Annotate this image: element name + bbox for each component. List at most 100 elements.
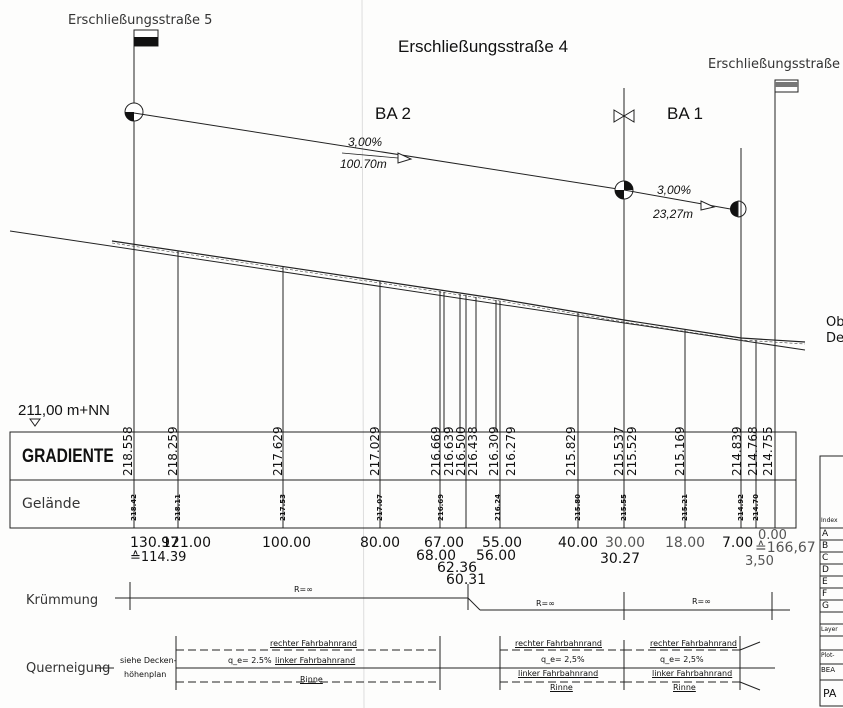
arrow-ba2 <box>397 152 413 164</box>
gradiente-value: 215.829 <box>564 426 578 476</box>
slope-1-length: 100.70m <box>340 157 387 171</box>
station-68: 68.00 <box>416 548 457 564</box>
gradiente-value: 215.529 <box>625 426 639 476</box>
right-edge-label-2: rechter Fahrbahnrand <box>515 639 602 648</box>
plot-label: Plot- <box>821 652 835 659</box>
radius-2: R=∞ <box>536 599 555 608</box>
ordinate-lines <box>177 251 757 432</box>
gradiente-value: 214.755 <box>761 426 775 476</box>
right-edge-label-1: rechter Fahrbahnrand <box>270 639 357 648</box>
radius-1: R=∞ <box>294 585 313 594</box>
gradiente-value: 214.768 <box>746 426 760 476</box>
gelaende-value: 214.92 <box>737 493 745 521</box>
fold-line <box>361 0 365 708</box>
left-edge-label-2: linker Fahrbahnrand <box>518 669 599 678</box>
querneigung-lines <box>96 636 775 691</box>
pa-label: PA <box>823 687 837 700</box>
gelaende-value: 217.53 <box>279 493 287 521</box>
index-label: Index <box>821 517 838 524</box>
gelaende-value: 215.55 <box>620 493 628 521</box>
station-121: 121.00 <box>162 535 211 551</box>
design-line-ba2 <box>133 112 625 191</box>
index-row: D <box>822 565 829 575</box>
station-60: 60.31 <box>446 572 487 588</box>
main-title: Erschließungsstraße 4 <box>398 37 569 56</box>
gradiente-label: GRADIENTE <box>22 446 114 467</box>
datum-marker <box>29 418 41 427</box>
station-40: 40.00 <box>558 535 599 551</box>
q-label-2: q_e= 2,5% <box>541 655 585 664</box>
gelaende-value: 218.11 <box>174 493 182 521</box>
gutter-label-2: Rinne <box>550 683 573 692</box>
station-3-50: 3,50 <box>745 554 774 569</box>
title-block <box>819 455 843 707</box>
gelaende-value: 217.07 <box>376 493 384 521</box>
index-row: C <box>822 553 829 563</box>
gradiente-value: 216.669 <box>429 426 443 476</box>
gradiente-value: 215.169 <box>673 426 687 476</box>
radius-3: R=∞ <box>692 597 711 606</box>
index-row: G <box>822 601 829 611</box>
querneigung-note2: höhenplan <box>124 670 167 679</box>
layer-label: Layer <box>821 626 838 633</box>
gelaende-value: 218.42 <box>130 493 138 521</box>
gradiente-value: 216.438 <box>466 426 480 476</box>
station-18: 18.00 <box>665 535 706 551</box>
legend-line2: De <box>826 331 843 346</box>
legend-line1: Ob <box>826 315 843 330</box>
arrow-ba1 <box>700 200 716 211</box>
gradiente-value: 215.537 <box>612 426 626 476</box>
querneigung-note1: siehe Decken- <box>120 656 177 665</box>
index-row: A <box>822 529 829 539</box>
station-55: 55.00 <box>482 535 523 551</box>
gradiente-line <box>111 240 806 343</box>
station-130-eq: ≙114.39 <box>130 550 187 565</box>
station-0: 0.00 <box>758 528 787 543</box>
station-100: 100.00 <box>262 535 311 551</box>
gelaende-value: 216.24 <box>494 493 502 521</box>
station-56: 56.00 <box>476 548 517 564</box>
station-0-eq: ≙166,67 <box>755 540 816 556</box>
station-130: 130.97 <box>130 535 179 551</box>
station-30: 30.00 <box>605 535 646 551</box>
station-80: 80.00 <box>360 535 401 551</box>
index-row: F <box>822 589 828 599</box>
terrain-line <box>9 230 806 351</box>
bea-label: BEA <box>821 666 836 674</box>
slope-2-percent: 3,00% <box>657 183 692 197</box>
gelaende-label: Gelände <box>22 496 81 512</box>
gutter-label-1: Rinne <box>300 675 323 684</box>
left-road-label: Erschließungsstraße 5 <box>68 13 213 28</box>
gradiente-value: 217.629 <box>271 426 285 476</box>
index-row: B <box>822 541 829 551</box>
gelaende-value: 214.70 <box>752 493 760 521</box>
querneigung-label: Querneigung <box>26 661 111 676</box>
gelaende-value: 215.80 <box>574 493 582 521</box>
ba2-label: BA 2 <box>375 104 411 123</box>
gradiente-value: 217.029 <box>368 426 382 476</box>
gradiente-value: 216.309 <box>487 426 501 476</box>
datum-label: 211,00 m+NN <box>18 402 110 419</box>
station-62: 62.36 <box>437 560 478 576</box>
station-67: 67.00 <box>424 535 465 551</box>
right-road-label: Erschließungsstraße <box>708 57 840 72</box>
gradiente-value: 216.279 <box>504 426 518 476</box>
left-edge-label-3: linker Fahrbahnrand <box>652 669 733 678</box>
q-label-1: q_e= 2.5% <box>228 656 272 665</box>
ba1-label: BA 1 <box>667 104 703 123</box>
q-label-3: q_e= 2,5% <box>660 655 704 664</box>
station-7: 7.00 <box>722 535 754 551</box>
slope-2-length: 23,27m <box>653 207 694 221</box>
slope-1-percent: 3,00% <box>348 135 383 149</box>
gradiente-value: 214.839 <box>730 426 744 476</box>
node-right <box>730 201 738 217</box>
kruemmung-label: Krümmung <box>26 593 99 608</box>
design-line-ba1 <box>623 189 737 211</box>
gradiente-value: 218.259 <box>166 426 180 476</box>
gutter-label-3: Rinne <box>673 683 696 692</box>
index-row: E <box>822 577 828 587</box>
valve-icon <box>613 109 635 123</box>
gelaende-value: 216.69 <box>437 493 445 521</box>
